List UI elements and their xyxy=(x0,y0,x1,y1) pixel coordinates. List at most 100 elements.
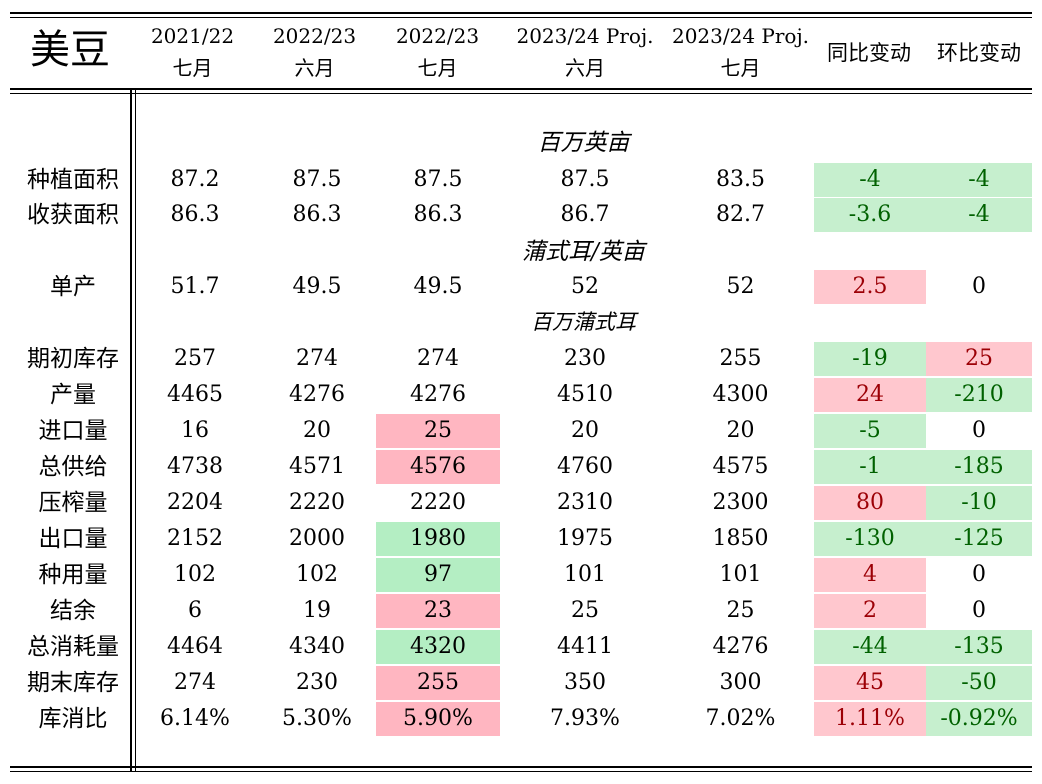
column-header-year: 2022/23 xyxy=(272,24,357,48)
cell-2023-24-june: 2310 xyxy=(557,490,613,515)
column-header-month: 七月 xyxy=(720,56,761,80)
cell-2021-22-july: 274 xyxy=(174,670,216,695)
cell-2023-24-july: 255 xyxy=(719,346,762,371)
column-header-month: 六月 xyxy=(294,56,335,80)
column-header-2021-22-july: 2021/22 七月 xyxy=(140,22,245,86)
row-label: 结余 xyxy=(50,598,96,624)
cell-yoy-change: -44 xyxy=(814,630,926,664)
unit-label-volume: 百万蒲式耳 xyxy=(531,310,636,334)
cell-mom-change: -0.92% xyxy=(926,702,1032,736)
row-label: 进口量 xyxy=(38,418,108,444)
label-divider-inner xyxy=(135,88,136,772)
row-label: 种植面积 xyxy=(27,167,119,193)
cell-2021-22-july: 102 xyxy=(174,562,216,587)
cell-2021-22-july: 257 xyxy=(174,346,216,371)
cell-2023-24-june: 20 xyxy=(571,418,599,443)
cell-yoy-change: -4 xyxy=(814,163,926,197)
cell-2022-23-july: 97 xyxy=(376,558,500,592)
cell-2021-22-july: 4738 xyxy=(167,454,223,479)
column-header-yoy-change: 同比变动 xyxy=(827,41,911,65)
cell-mom-change: -135 xyxy=(926,630,1032,664)
cell-2023-24-june: 101 xyxy=(564,562,606,587)
row-label: 产量 xyxy=(50,382,96,408)
cell-mom-change: -185 xyxy=(926,450,1032,484)
cell-2023-24-june: 4760 xyxy=(557,454,613,479)
cell-2023-24-july: 52 xyxy=(726,274,755,299)
cell-yoy-change: 4 xyxy=(814,558,926,592)
cell-2021-22-july: 2152 xyxy=(167,526,223,551)
cell-2022-23-july: 49.5 xyxy=(413,274,463,299)
column-header-month: 六月 xyxy=(565,56,605,80)
cell-2022-23-june: 102 xyxy=(296,562,338,587)
cell-2022-23-june: 49.5 xyxy=(292,274,342,299)
column-header-year: 2023/24 Proj. xyxy=(671,24,810,48)
cell-2023-24-july: 4300 xyxy=(712,382,769,407)
cell-2022-23-june: 4340 xyxy=(289,634,345,659)
cell-mom-change: -50 xyxy=(926,666,1032,700)
cell-mom-change: 0 xyxy=(972,274,986,299)
cell-2022-23-july: 86.3 xyxy=(413,202,463,227)
cell-2022-23-june: 230 xyxy=(296,670,338,695)
row-label: 总供给 xyxy=(38,454,108,480)
row-label: 库消比 xyxy=(38,706,108,732)
column-header-month: 七月 xyxy=(172,56,213,80)
top-border-inner xyxy=(10,17,1032,18)
cell-mom-change: -4 xyxy=(926,198,1032,232)
cell-2023-24-july: 1850 xyxy=(712,526,769,551)
cell-2021-22-july: 16 xyxy=(181,418,209,443)
label-divider xyxy=(130,88,132,772)
cell-yoy-change: -130 xyxy=(814,522,926,556)
cell-2022-23-june: 86.3 xyxy=(292,202,342,227)
cell-mom-change: -125 xyxy=(926,522,1032,556)
cell-2023-24-june: 4411 xyxy=(557,634,613,659)
unit-label-area: 百万英亩 xyxy=(537,130,630,156)
cell-yoy-change: 2 xyxy=(814,594,926,628)
cell-yoy-change: 2.5 xyxy=(814,270,926,304)
column-header-year: 2023/24 Proj. xyxy=(516,24,654,48)
cell-2023-24-june: 4510 xyxy=(557,382,613,407)
unit-label-yield: 蒲式耳/英亩 xyxy=(522,239,645,265)
cell-2022-23-july: 5.90% xyxy=(376,702,500,736)
cell-2022-23-july: 23 xyxy=(376,594,500,628)
cell-2023-24-july: 82.7 xyxy=(716,202,765,227)
cell-2023-24-june: 25 xyxy=(571,598,599,623)
cell-mom-change: 0 xyxy=(972,562,986,587)
cell-2023-24-july: 20 xyxy=(726,418,755,443)
cell-2022-23-july: 4320 xyxy=(376,630,500,664)
column-header-2022-23-june: 2022/23 六月 xyxy=(262,22,367,86)
cell-2022-23-july: 274 xyxy=(417,346,459,371)
cell-mom-change: 0 xyxy=(972,598,986,623)
cell-2022-23-july: 4576 xyxy=(376,450,500,484)
cell-mom-change: 0 xyxy=(972,418,986,443)
row-label: 压榨量 xyxy=(38,490,108,516)
header-divider xyxy=(10,88,1032,90)
column-header-2022-23-july: 2022/23 七月 xyxy=(380,22,495,86)
cell-2023-24-june: 87.5 xyxy=(560,167,610,192)
cell-2021-22-july: 4465 xyxy=(167,382,223,407)
cell-yoy-change: -5 xyxy=(814,414,926,448)
cell-mom-change: -4 xyxy=(926,163,1032,197)
cell-yoy-change: 24 xyxy=(814,378,926,412)
cell-2023-24-june: 7.93% xyxy=(550,706,620,731)
cell-yoy-change: 80 xyxy=(814,486,926,520)
cell-2023-24-july: 2300 xyxy=(712,490,769,515)
cell-2023-24-july: 101 xyxy=(719,562,762,587)
cell-2022-23-june: 19 xyxy=(303,598,331,623)
cell-2021-22-july: 86.3 xyxy=(170,202,220,227)
cell-2023-24-july: 83.5 xyxy=(716,167,765,192)
cell-2023-24-june: 230 xyxy=(564,346,606,371)
table-title: 美豆 xyxy=(30,27,110,73)
cell-2022-23-june: 87.5 xyxy=(292,167,342,192)
row-label: 种用量 xyxy=(38,562,108,588)
cell-mom-change: -10 xyxy=(926,486,1032,520)
cell-2022-23-july: 2220 xyxy=(410,490,466,515)
cell-2023-24-june: 350 xyxy=(564,670,606,695)
column-header-2023-24-june: 2023/24 Proj. 六月 xyxy=(510,22,660,86)
cell-yoy-change: 1.11% xyxy=(814,702,926,736)
cell-mom-change: -210 xyxy=(926,378,1032,412)
cell-2023-24-june: 1975 xyxy=(557,526,613,551)
cell-2023-24-june: 52 xyxy=(571,274,599,299)
cell-mom-change: 25 xyxy=(926,342,1032,376)
cell-2022-23-june: 274 xyxy=(296,346,338,371)
cell-2023-24-july: 300 xyxy=(719,670,762,695)
